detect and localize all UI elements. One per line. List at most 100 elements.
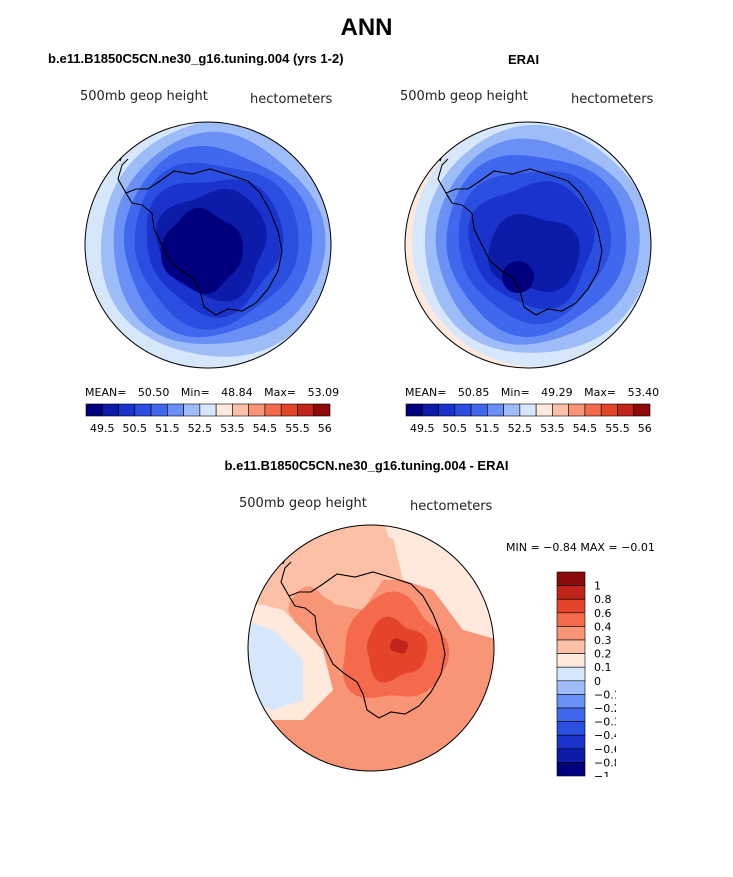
model-min-label: Min=: [180, 386, 210, 399]
diff-colorbar: 10.80.60.40.30.20.10−0.1−0.2−0.3−0.4−0.6…: [556, 571, 616, 777]
colorbar-tick-label: −1: [594, 770, 610, 777]
colorbar-swatch: [556, 666, 586, 682]
colorbar-tick-label: 56.5: [638, 422, 652, 435]
colorbar-tick-label: 55.5: [605, 422, 630, 435]
colorbar-tick-label: 0.4: [594, 620, 612, 633]
colorbar-tick-label: 52.5: [508, 422, 533, 435]
colorbar-swatch: [297, 403, 315, 417]
diff-polar-map: [247, 524, 495, 772]
model-colorbar: 49.5 50.5 51.5 52.5 53.5 54.5 55.5 56.5: [85, 403, 332, 435]
model-variable-label: 500mb geop height: [80, 89, 208, 104]
colorbar-swatch: [519, 403, 537, 417]
colorbar-swatch: [535, 403, 553, 417]
model-stats: MEAN= 50.50 Min= 48.84 Max= 53.09: [85, 386, 339, 399]
obs-mean-value: 50.85: [457, 386, 490, 399]
colorbar-swatch: [85, 403, 103, 417]
colorbar-tick-label: −0.4: [594, 729, 616, 742]
colorbar-swatch: [134, 403, 152, 417]
colorbar-swatch: [470, 403, 488, 417]
colorbar-swatch: [556, 694, 586, 709]
colorbar-tick-label: −0.1: [594, 688, 616, 701]
colorbar-tick-label: 0.2: [594, 648, 612, 661]
contour-minimum: [502, 261, 534, 293]
colorbar-swatch: [264, 403, 282, 417]
colorbar-swatch: [556, 707, 586, 722]
colorbar-swatch: [584, 403, 602, 417]
peninsula-coastline: [117, 158, 129, 194]
colorbar-tick-label: 0: [594, 675, 601, 688]
colorbar-tick-label: −0.2: [594, 702, 616, 715]
peninsula-coastline: [280, 561, 292, 597]
colorbar-swatch: [600, 403, 618, 417]
colorbar-swatch: [118, 403, 136, 417]
obs-stats: MEAN= 50.85 Min= 49.29 Max= 53.40: [405, 386, 659, 399]
colorbar-swatch: [487, 403, 504, 417]
obs-max-value: 53.40: [627, 386, 660, 399]
colorbar-swatch: [167, 403, 184, 417]
colorbar-swatch: [232, 403, 249, 417]
colorbar-swatch: [101, 403, 119, 417]
colorbar-tick-label: 52.5: [188, 422, 213, 435]
colorbar-tick-label: 0.8: [594, 593, 612, 606]
colorbar-swatch: [556, 585, 586, 600]
contour-minimum: [390, 638, 408, 654]
coastline: [445, 168, 603, 316]
obs-min-value: 49.29: [541, 386, 573, 399]
colorbar-tick-label: 54.5: [573, 422, 598, 435]
colorbar-swatch: [503, 403, 521, 417]
colorbar-tick-label: 54.5: [253, 422, 278, 435]
colorbar-swatch: [183, 403, 201, 417]
colorbar-swatch: [556, 653, 586, 668]
diff-variable-label: 500mb geop height: [239, 496, 367, 511]
colorbar-tick-label: 55.5: [285, 422, 310, 435]
panel-diff-title: b.e11.B1850C5CN.ne30_g16.tuning.004 - ER…: [224, 458, 509, 473]
model-min-value: 48.84: [221, 386, 253, 399]
colorbar-tick-label: 49.5: [410, 422, 435, 435]
colorbar-swatch: [454, 403, 472, 417]
obs-variable-label: 500mb geop height: [400, 89, 528, 104]
model-mean-label: MEAN=: [85, 386, 127, 399]
contour-band: [288, 586, 338, 634]
panel-obs-title: ERAI: [508, 52, 540, 67]
colorbar-swatch: [568, 403, 586, 417]
model-polar-map: [84, 121, 332, 369]
contour-band: [248, 620, 303, 710]
colorbar-swatch: [248, 403, 266, 417]
colorbar-tick-label: 0.6: [594, 607, 612, 620]
colorbar-swatch: [199, 403, 217, 417]
map-border: [247, 524, 495, 772]
obs-colorbar: 49.5 50.5 51.5 52.5 53.5 54.5 55.5 56.5: [405, 403, 652, 435]
colorbar-swatch: [421, 403, 439, 417]
obs-min-label: Min=: [500, 386, 530, 399]
colorbar-swatch: [617, 403, 635, 417]
contour-minimum: [161, 207, 243, 295]
obs-max-label: Max=: [584, 386, 617, 399]
obs-mean-label: MEAN=: [405, 386, 447, 399]
diff-units-label: hectometers: [410, 499, 493, 514]
diff-stats: MIN = −0.84 MAX = −0.01: [506, 541, 655, 554]
obs-polar-map: [404, 121, 652, 369]
figure-title: ANN: [340, 14, 393, 41]
colorbar-swatch: [556, 734, 586, 750]
model-max-value: 53.09: [307, 386, 340, 399]
map-border: [84, 121, 332, 369]
colorbar-tick-label: 51.5: [155, 422, 180, 435]
colorbar-swatch: [405, 403, 423, 417]
colorbar-swatch: [556, 612, 586, 627]
colorbar-tick-label: 0.3: [594, 634, 612, 647]
peninsula-coastline: [437, 158, 449, 194]
colorbar-tick-label: −0.6: [594, 743, 616, 756]
colorbar-swatch: [633, 403, 651, 417]
colorbar-tick-label: 50.5: [123, 422, 147, 435]
model-mean-value: 50.50: [137, 386, 170, 399]
colorbar-swatch: [556, 571, 586, 586]
colorbar-swatch: [215, 403, 233, 417]
colorbar-tick-label: 56.5: [318, 422, 332, 435]
colorbar-tick-label: 49.5: [90, 422, 115, 435]
colorbar-swatch: [556, 639, 586, 654]
model-units-label: hectometers: [250, 92, 333, 107]
model-max-label: Max=: [264, 386, 297, 399]
colorbar-swatch: [556, 748, 586, 763]
panel-model-title: b.e11.B1850C5CN.ne30_g16.tuning.004 (yrs…: [48, 51, 344, 66]
obs-units-label: hectometers: [571, 92, 654, 107]
